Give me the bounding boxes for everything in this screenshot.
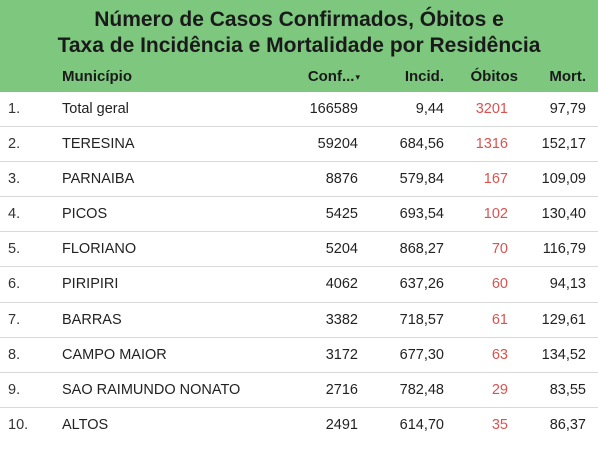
sort-descending-icon[interactable]: ▾	[355, 72, 360, 82]
cell-municipio: TERESINA	[62, 136, 135, 153]
cell-mortalidade: 130,40	[541, 206, 586, 223]
column-header-obitos[interactable]: Óbitos	[470, 68, 519, 85]
cell-confirmados: 59204	[317, 136, 358, 153]
cell-obitos: 1316	[475, 136, 508, 153]
table-row[interactable]: 5. FLORIANO 5204 868,27 70 116,79	[0, 232, 598, 268]
cell-incidencia: 614,70	[399, 416, 444, 433]
table-row[interactable]: 6. PIRIPIRI 4062 637,26 60 94,13	[0, 267, 598, 303]
cell-obitos: 29	[491, 381, 508, 398]
cell-mortalidade: 97,79	[549, 101, 586, 117]
cell-municipio: BARRAS	[62, 311, 122, 328]
cell-mortalidade: 86,37	[549, 416, 586, 433]
cell-municipio: Total geral	[62, 101, 129, 117]
table-body: 1. Total geral 166589 9,44 3201 97,79 2.…	[0, 92, 598, 443]
table-title-line-1: Número de Casos Confirmados, Óbitos e	[94, 8, 504, 31]
cell-obitos: 3201	[475, 101, 508, 117]
row-index: 9.	[8, 381, 21, 398]
column-header-confirmados-label: Conf...	[307, 68, 355, 85]
cell-incidencia: 718,57	[399, 311, 444, 328]
row-index: 6.	[8, 276, 21, 293]
cell-mortalidade: 129,61	[541, 311, 586, 328]
cell-obitos: 167	[483, 171, 508, 188]
cell-confirmados: 2716	[325, 381, 358, 398]
cell-confirmados: 5425	[325, 206, 358, 223]
table-row[interactable]: 7. BARRAS 3382 718,57 61 129,61	[0, 303, 598, 338]
cell-mortalidade: 116,79	[542, 241, 586, 258]
cell-confirmados: 8876	[325, 171, 358, 188]
cell-obitos: 70	[491, 241, 508, 258]
cell-obitos: 60	[491, 276, 508, 293]
cell-confirmados: 4062	[325, 276, 358, 293]
row-index: 4.	[8, 206, 21, 223]
cell-confirmados: 3382	[325, 311, 358, 328]
table-row[interactable]: 1. Total geral 166589 9,44 3201 97,79	[0, 92, 598, 128]
cell-incidencia: 677,30	[399, 346, 444, 363]
cell-incidencia: 684,56	[399, 136, 444, 153]
cell-obitos: 102	[483, 206, 508, 223]
cell-obitos: 35	[491, 416, 508, 433]
cell-confirmados: 3172	[325, 346, 358, 363]
cell-obitos: 61	[491, 311, 508, 328]
cell-mortalidade: 94,13	[549, 276, 586, 293]
cell-incidencia: 693,54	[399, 206, 444, 223]
table-row[interactable]: 8. CAMPO MAIOR 3172 677,30 63 134,52	[0, 338, 598, 373]
cell-confirmados: 2491	[325, 416, 358, 433]
row-index: 5.	[8, 241, 21, 258]
column-header-mortalidade[interactable]: Mort.	[549, 68, 586, 85]
cell-municipio: CAMPO MAIOR	[62, 346, 167, 363]
cell-municipio: FLORIANO	[62, 241, 137, 258]
cell-confirmados: 166589	[309, 101, 358, 117]
row-index: 2.	[8, 136, 21, 153]
row-index: 10.	[8, 416, 29, 433]
cell-municipio: ALTOS	[62, 416, 109, 433]
table-row[interactable]: 9. SAO RAIMUNDO NONATO 2716 782,48 29 83…	[0, 373, 598, 408]
cell-municipio: SAO RAIMUNDO NONATO	[62, 381, 241, 398]
cell-mortalidade: 109,09	[541, 171, 586, 188]
cell-mortalidade: 152,17	[541, 136, 586, 153]
table-header: Número de Casos Confirmados, Óbitos e Ta…	[0, 0, 598, 92]
cell-incidencia: 637,26	[399, 276, 444, 293]
cell-incidencia: 868,27	[399, 241, 444, 258]
cell-confirmados: 5204	[325, 241, 358, 258]
cell-incidencia: 579,84	[399, 171, 444, 188]
table-row[interactable]: 2. TERESINA 59204 684,56 1316 152,17	[0, 127, 598, 163]
row-index: 3.	[8, 171, 21, 188]
table-row[interactable]: 10. ALTOS 2491 614,70 35 86,37	[0, 408, 598, 443]
table-title-line-2: Taxa de Incidência e Mortalidade por Res…	[57, 34, 541, 57]
cell-municipio: PIRIPIRI	[62, 276, 119, 293]
cell-incidencia: 782,48	[399, 381, 444, 398]
cell-mortalidade: 83,55	[549, 381, 586, 398]
column-header-municipio[interactable]: Município	[62, 68, 132, 85]
column-header-confirmados[interactable]: Conf...▾	[308, 68, 360, 85]
column-headers: Município Conf...▾ Incid. Óbitos Mort.	[0, 59, 598, 93]
table-row[interactable]: 3. PARNAIBA 8876 579,84 167 109,09	[0, 162, 598, 198]
row-index: 1.	[8, 101, 21, 117]
row-index: 8.	[8, 346, 21, 363]
row-index: 7.	[8, 311, 21, 328]
column-header-incidencia[interactable]: Incid.	[404, 68, 444, 85]
cell-incidencia: 9,44	[415, 101, 444, 117]
table-row[interactable]: 4. PICOS 5425 693,54 102 130,40	[0, 197, 598, 233]
cell-obitos: 63	[491, 346, 508, 363]
cell-municipio: PARNAIBA	[62, 171, 135, 188]
cell-mortalidade: 134,52	[541, 346, 586, 363]
cell-municipio: PICOS	[62, 206, 108, 223]
